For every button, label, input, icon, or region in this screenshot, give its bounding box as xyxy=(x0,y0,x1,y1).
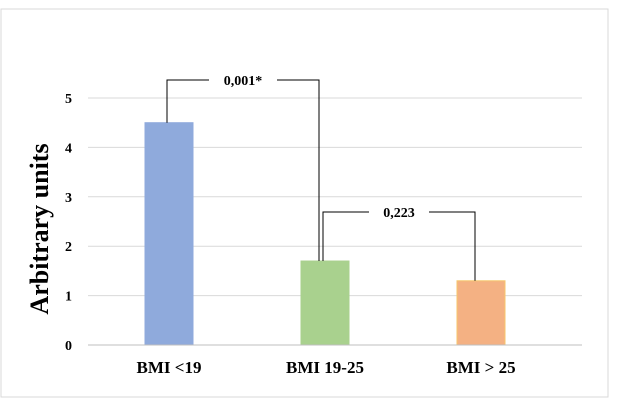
category-labels: BMI <19 BMI 19-25 BMI > 25 xyxy=(137,358,516,377)
y-tick-label: 0 xyxy=(65,339,72,354)
y-tick-label: 3 xyxy=(65,191,72,206)
bars xyxy=(144,122,506,346)
bracket-line xyxy=(429,211,476,281)
significance-brackets: 0,001* 0,223 xyxy=(166,74,476,281)
bracket-line xyxy=(322,211,369,262)
category-label: BMI 19-25 xyxy=(286,358,364,377)
y-tick-label: 5 xyxy=(65,92,72,107)
category-label: BMI > 25 xyxy=(446,358,515,377)
category-label: BMI <19 xyxy=(137,358,202,377)
bracket-line xyxy=(277,79,320,262)
bar xyxy=(456,280,506,346)
y-tick-label: 1 xyxy=(65,290,72,305)
bracket-line xyxy=(166,79,209,123)
y-tick-label: 2 xyxy=(65,240,72,255)
y-tick-label: 4 xyxy=(65,141,72,156)
bar xyxy=(300,260,350,346)
bar xyxy=(144,122,194,346)
p-value-label: 0,001* xyxy=(224,74,263,89)
y-tick-labels: 0 1 2 3 4 5 xyxy=(65,92,72,354)
y-axis-label: Arbitrary units xyxy=(25,143,54,314)
p-value-label: 0,223 xyxy=(383,206,415,221)
